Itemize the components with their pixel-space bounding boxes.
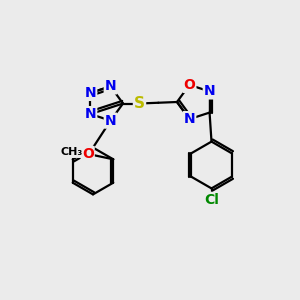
- Text: S: S: [134, 96, 145, 111]
- Text: CH₃: CH₃: [60, 147, 82, 158]
- Text: N: N: [105, 80, 116, 93]
- Text: O: O: [184, 78, 195, 92]
- Text: N: N: [184, 112, 195, 126]
- Text: N: N: [105, 114, 116, 128]
- Text: N: N: [85, 86, 96, 100]
- Text: N: N: [85, 107, 96, 121]
- Text: Cl: Cl: [204, 193, 219, 207]
- Text: O: O: [82, 147, 94, 161]
- Text: N: N: [204, 84, 215, 98]
